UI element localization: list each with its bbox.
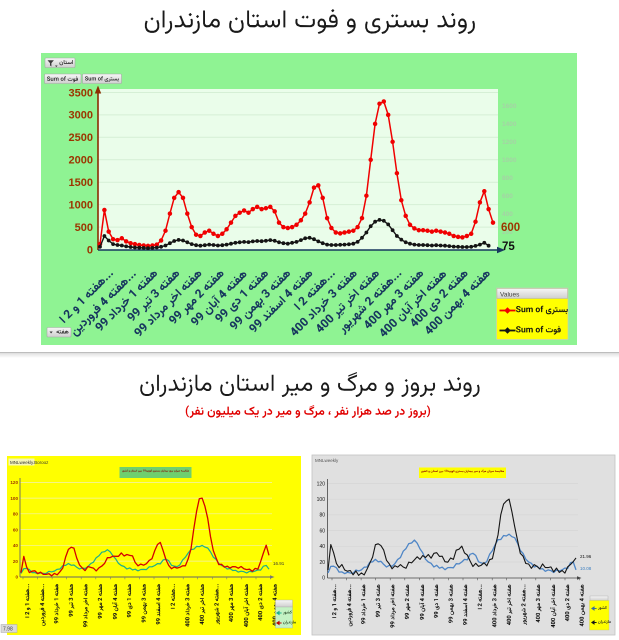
svg-text:100: 100	[317, 497, 326, 503]
svg-text:0: 0	[322, 576, 325, 582]
svg-text:20: 20	[13, 559, 19, 564]
svg-text:2000: 2000	[69, 155, 93, 167]
svg-text:1200: 1200	[502, 139, 517, 146]
svg-text:21.96: 21.96	[580, 554, 592, 559]
svg-text:7.98: 7.98	[3, 627, 13, 633]
svg-text:40: 40	[319, 544, 325, 550]
svg-text:1400: 1400	[502, 121, 517, 128]
svg-text:1500: 1500	[69, 177, 93, 189]
svg-text:120: 120	[10, 480, 18, 485]
svg-text:600: 600	[501, 222, 520, 234]
svg-text:500: 500	[75, 222, 93, 234]
svg-text:100: 100	[10, 496, 18, 501]
svg-text:80: 80	[319, 513, 325, 519]
svg-text:400: 400	[502, 211, 513, 218]
svg-text:120: 120	[317, 481, 326, 487]
svg-text:20: 20	[319, 560, 325, 566]
svg-text:Values: Values	[500, 292, 520, 299]
svg-text:60: 60	[319, 528, 325, 534]
svg-text:75: 75	[502, 241, 515, 253]
svg-text:0: 0	[15, 575, 18, 580]
svg-text:40: 40	[13, 543, 19, 548]
svg-text:600: 600	[502, 193, 513, 200]
svg-text:1000: 1000	[69, 199, 93, 211]
svg-text:16.91: 16.91	[273, 561, 285, 566]
svg-text:3000: 3000	[69, 110, 93, 122]
svg-text:MNLweekly.Borooz: MNLweekly.Borooz	[10, 460, 49, 465]
svg-text:MNLweekly: MNLweekly	[315, 458, 339, 463]
svg-text:80: 80	[13, 512, 19, 517]
svg-text:1000: 1000	[502, 157, 517, 164]
svg-text:2500: 2500	[69, 132, 93, 144]
svg-text:0: 0	[87, 244, 93, 256]
svg-text:200: 200	[502, 229, 513, 236]
svg-text:60: 60	[13, 527, 19, 532]
svg-text:3500: 3500	[69, 87, 93, 99]
svg-text:1600: 1600	[502, 103, 517, 110]
svg-text:800: 800	[502, 175, 513, 182]
svg-text:10.08: 10.08	[580, 566, 592, 571]
